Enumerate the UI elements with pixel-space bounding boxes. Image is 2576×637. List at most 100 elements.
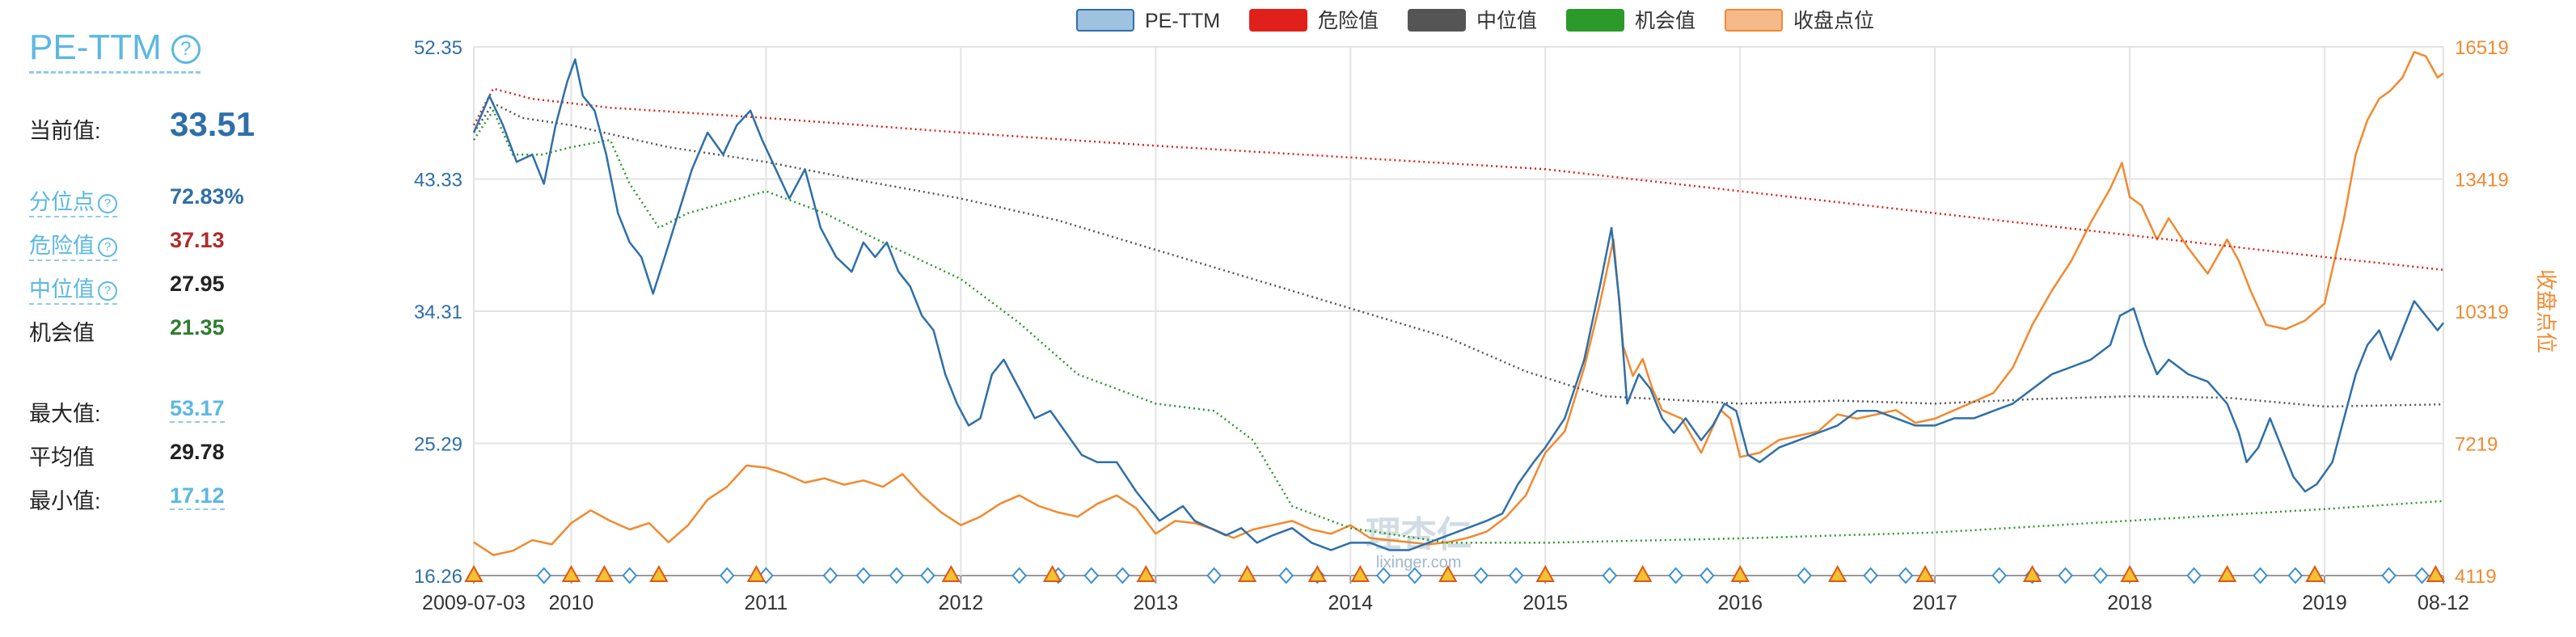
- x-tick-label: 2014: [1328, 592, 1373, 614]
- chart-legend: PE-TTM 危险值 中位值 机会值 收盘点位: [1076, 9, 1874, 32]
- y-left-tick-label: 34.31: [414, 302, 462, 323]
- y-right-tick-label: 7219: [2455, 434, 2498, 456]
- stat-value: 72.83%: [170, 184, 244, 209]
- legend-label: PE-TTM: [1145, 10, 1220, 32]
- stat-value: 37.13: [170, 228, 225, 252]
- stat-row: 分位点? 72.83%: [29, 184, 244, 217]
- diamond-marker-icon: [855, 567, 872, 584]
- diamond-marker-icon: [1011, 567, 1027, 584]
- diamond-marker-icon: [1508, 567, 1524, 584]
- stat-label[interactable]: 危险值?: [29, 228, 117, 261]
- triangle-marker-icon: [1915, 564, 1935, 582]
- pe-ttm-title[interactable]: PE-TTM?: [29, 27, 201, 74]
- triangle-marker-icon: [1350, 564, 1370, 582]
- stat-row: 最小值: 17.12: [29, 483, 225, 515]
- stat-label[interactable]: 分位点?: [29, 184, 117, 217]
- help-circle-icon[interactable]: ?: [98, 237, 117, 257]
- legend-label: 中位值: [1476, 10, 1537, 32]
- stat-label: 平均值: [29, 445, 95, 470]
- help-circle-icon[interactable]: ?: [98, 281, 117, 301]
- triangle-marker-icon: [1827, 564, 1848, 582]
- chart-series: [472, 51, 2444, 556]
- triangle-marker-icon: [649, 564, 669, 582]
- triangle-marker-icon: [1042, 564, 1062, 582]
- diamond-marker-icon: [2253, 567, 2268, 584]
- legend-label: 危险值: [1318, 10, 1379, 32]
- diamond-marker-icon: [719, 567, 735, 584]
- stat-label[interactable]: 中位值?: [29, 272, 117, 305]
- triangle-marker-icon: [2022, 564, 2042, 582]
- diamond-marker-icon: [1083, 567, 1100, 584]
- diamond-marker-icon: [2058, 567, 2073, 584]
- triangle-marker-icon: [1730, 564, 1750, 582]
- diamond-marker-icon: [1602, 567, 1618, 584]
- stat-value: 21.35: [170, 315, 225, 340]
- stat-value[interactable]: 53.17: [170, 396, 225, 423]
- triangle-marker-icon: [561, 564, 581, 582]
- y-right-axis-title: 收盘点位: [2534, 269, 2558, 353]
- legend-item[interactable]: 中位值: [1408, 9, 1537, 32]
- stat-value[interactable]: 17.12: [170, 483, 225, 510]
- stat-value: 27.95: [170, 272, 225, 296]
- pe-ttm-title-text: PE-TTM: [29, 27, 162, 67]
- y-right-tick-label: 4119: [2455, 566, 2497, 588]
- triangle-marker-icon: [1136, 564, 1155, 582]
- diamond-marker-icon: [536, 567, 552, 584]
- legend-item[interactable]: PE-TTM: [1076, 9, 1220, 32]
- chart-axes: 52.35 16519 43.33 13419 34.31 10319 25.29 7219 1…: [414, 37, 2558, 614]
- stat-label: 最小值:: [29, 489, 101, 513]
- stat-row: 当前值: 33.51: [29, 105, 255, 145]
- stat-row: 平均值 29.78: [29, 440, 225, 471]
- event-markers: [464, 564, 2446, 584]
- stat-label: 最大值:: [29, 402, 101, 426]
- series-line-close: [473, 51, 2444, 556]
- help-circle-icon[interactable]: ?: [171, 35, 201, 65]
- series-line-pe-ttm: [472, 58, 2444, 551]
- diamond-marker-icon: [1375, 567, 1391, 584]
- triangle-marker-icon: [2426, 564, 2446, 582]
- diamond-marker-icon: [1797, 567, 1813, 584]
- x-tick-label: 2011: [745, 592, 788, 614]
- stat-row: 中位值? 27.95: [29, 272, 225, 305]
- diamond-marker-icon: [1407, 567, 1423, 584]
- chart-grid: [473, 46, 2444, 576]
- triangle-marker-icon: [2305, 564, 2325, 582]
- watermark-en: lixinger.com: [1376, 554, 1462, 572]
- y-left-tick-label: 16.26: [414, 566, 462, 588]
- diamond-marker-icon: [920, 567, 935, 584]
- diamond-marker-icon: [2092, 567, 2109, 584]
- stat-label: 当前值:: [29, 119, 101, 143]
- series-line-opportunity: [472, 109, 2444, 544]
- y-right-tick-label: 10319: [2455, 302, 2509, 323]
- stat-row: 最大值: 53.17: [29, 396, 225, 428]
- stat-value: 29.78: [170, 440, 225, 464]
- diamond-marker-icon: [1991, 567, 2007, 584]
- diamond-marker-icon: [622, 567, 638, 584]
- series-line-median: [472, 102, 2444, 408]
- diamond-marker-icon: [1278, 567, 1294, 584]
- x-tick-label: 2018: [2107, 592, 2152, 614]
- legend-item[interactable]: 收盘点位: [1725, 9, 1874, 32]
- help-circle-icon[interactable]: ?: [98, 193, 117, 213]
- legend-swatch: [1725, 9, 1783, 32]
- diamond-marker-icon: [1473, 567, 1489, 584]
- stat-value: 33.51: [170, 105, 255, 143]
- y-right-tick-label: 13419: [2455, 170, 2509, 192]
- stat-row: 危险值? 37.13: [29, 228, 225, 261]
- diamond-marker-icon: [1206, 567, 1222, 584]
- diamond-marker-icon: [822, 567, 838, 584]
- diamond-marker-icon: [1898, 567, 1914, 584]
- legend-item[interactable]: 机会值: [1566, 9, 1696, 32]
- y-left-tick-label: 52.35: [414, 37, 462, 59]
- x-tick-label: 2013: [1134, 592, 1179, 614]
- triangle-marker-icon: [594, 564, 614, 582]
- triangle-marker-icon: [746, 564, 766, 582]
- diamond-marker-icon: [1668, 567, 1683, 584]
- legend-item[interactable]: 危险值: [1249, 9, 1379, 32]
- summary-panel: PE-TTM? 当前值: 33.51 分位点? 72.83% 危险值? 37.13 中位值?…: [0, 0, 372, 637]
- triangle-marker-icon: [1438, 564, 1458, 582]
- diamond-marker-icon: [758, 567, 774, 584]
- x-tick-label: 2015: [1522, 592, 1568, 614]
- diamond-marker-icon: [2414, 567, 2430, 584]
